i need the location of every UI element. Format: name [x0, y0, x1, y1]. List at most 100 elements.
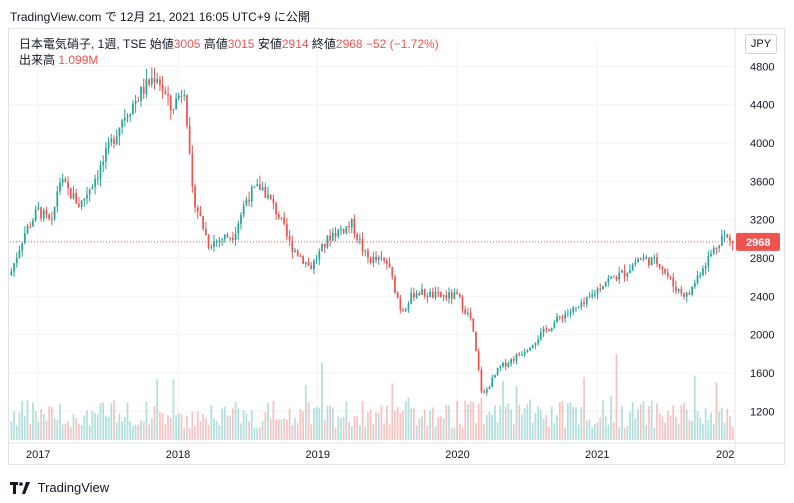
candle-body — [207, 235, 210, 248]
candle-body — [485, 389, 488, 393]
footer-branding: TradingView — [10, 479, 109, 495]
candle-body — [213, 241, 215, 248]
candle-body — [345, 226, 348, 233]
candle-body — [353, 219, 356, 234]
volume-bar — [94, 413, 96, 440]
candle-body — [445, 295, 448, 299]
volume-bar — [231, 408, 234, 440]
candle-body — [396, 292, 399, 299]
candle-body — [631, 264, 634, 271]
last-price-tag-label: 2968 — [746, 237, 770, 249]
low-label: 安値 — [257, 37, 282, 51]
candle-body — [467, 312, 469, 314]
candle-body — [669, 276, 672, 278]
volume-bar — [310, 424, 313, 440]
candle-body — [394, 276, 396, 293]
candle-body — [331, 232, 334, 241]
candle-body — [299, 255, 302, 257]
candle-body — [458, 293, 461, 297]
volume-bar — [134, 425, 137, 440]
candle-body — [356, 233, 359, 240]
candle-body — [599, 288, 602, 290]
candle-body — [683, 293, 685, 297]
candle-body — [286, 224, 288, 237]
candle-body — [69, 188, 72, 199]
candle-body — [383, 258, 386, 261]
volume-bar — [602, 400, 604, 440]
candle-body — [464, 309, 467, 314]
candle-body — [704, 266, 707, 269]
volume-bar — [553, 422, 556, 440]
volume-bar — [691, 420, 694, 440]
volume-bar — [677, 423, 680, 440]
volume-bar — [69, 427, 72, 440]
volume-bar — [399, 412, 402, 440]
volume-bar — [280, 419, 283, 440]
symbol-label: 日本電気硝子, 1週, TSE — [19, 37, 147, 51]
candle-body — [75, 193, 78, 204]
volume-bar — [612, 422, 615, 440]
candle-body — [59, 182, 61, 192]
candle-body — [86, 194, 88, 199]
candle-body — [615, 276, 618, 280]
candle-body — [569, 311, 572, 314]
candle-body — [502, 362, 504, 367]
chart-frame — [8, 28, 785, 465]
volume-bar — [148, 424, 151, 440]
candle-body — [323, 243, 326, 248]
candle-body — [612, 276, 615, 278]
candle-body — [221, 239, 223, 241]
volume-bar — [29, 423, 32, 440]
volume-bar — [440, 416, 442, 440]
candle-body — [126, 116, 129, 119]
candle-body — [50, 218, 53, 220]
candle-body — [429, 291, 431, 298]
candle-body — [637, 258, 639, 263]
candle-body — [402, 309, 404, 311]
volume-bar — [410, 408, 413, 440]
change-value: −52 (−1.72%) — [365, 37, 439, 51]
candle-body — [515, 354, 518, 361]
volume-bar — [294, 417, 296, 440]
volume-bar — [469, 401, 472, 440]
volume-bar — [304, 385, 307, 440]
volume-value: 1.099M — [58, 53, 99, 67]
candle-body — [494, 374, 496, 378]
candle-body — [102, 161, 105, 166]
candle-body — [315, 259, 318, 261]
volume-bar — [107, 417, 110, 440]
candle-body — [404, 308, 407, 311]
volume-bar — [702, 423, 704, 440]
candle-body — [715, 247, 718, 249]
volume-bar — [515, 385, 518, 440]
volume-bar — [731, 427, 734, 440]
volume-bar — [367, 412, 369, 440]
candle-body — [29, 225, 32, 227]
volume-bar — [88, 425, 91, 440]
candle-body — [296, 250, 299, 256]
candle-body — [177, 95, 180, 99]
candle-body — [180, 95, 183, 97]
y-tick-label: 1200 — [750, 406, 774, 418]
volume-bar — [645, 424, 648, 440]
candle-body — [685, 292, 688, 297]
volume-bar — [245, 413, 248, 440]
volume-bar — [704, 408, 707, 440]
candle-body — [67, 182, 69, 189]
volume-bar — [194, 426, 196, 440]
volume-bar — [102, 402, 105, 440]
candle-body — [537, 339, 540, 344]
volume-bar — [637, 409, 639, 440]
volume-bar — [361, 400, 364, 440]
volume-bar — [172, 379, 175, 440]
currency-button[interactable]: JPY — [745, 34, 777, 54]
x-tick-label: 202 — [716, 449, 734, 461]
candle-body — [18, 250, 21, 258]
volume-bar — [45, 420, 48, 440]
candle-body — [593, 294, 596, 296]
candle-body — [726, 234, 729, 238]
candle-body — [215, 240, 218, 242]
volume-bar — [688, 420, 691, 440]
volume-bar — [385, 405, 388, 440]
